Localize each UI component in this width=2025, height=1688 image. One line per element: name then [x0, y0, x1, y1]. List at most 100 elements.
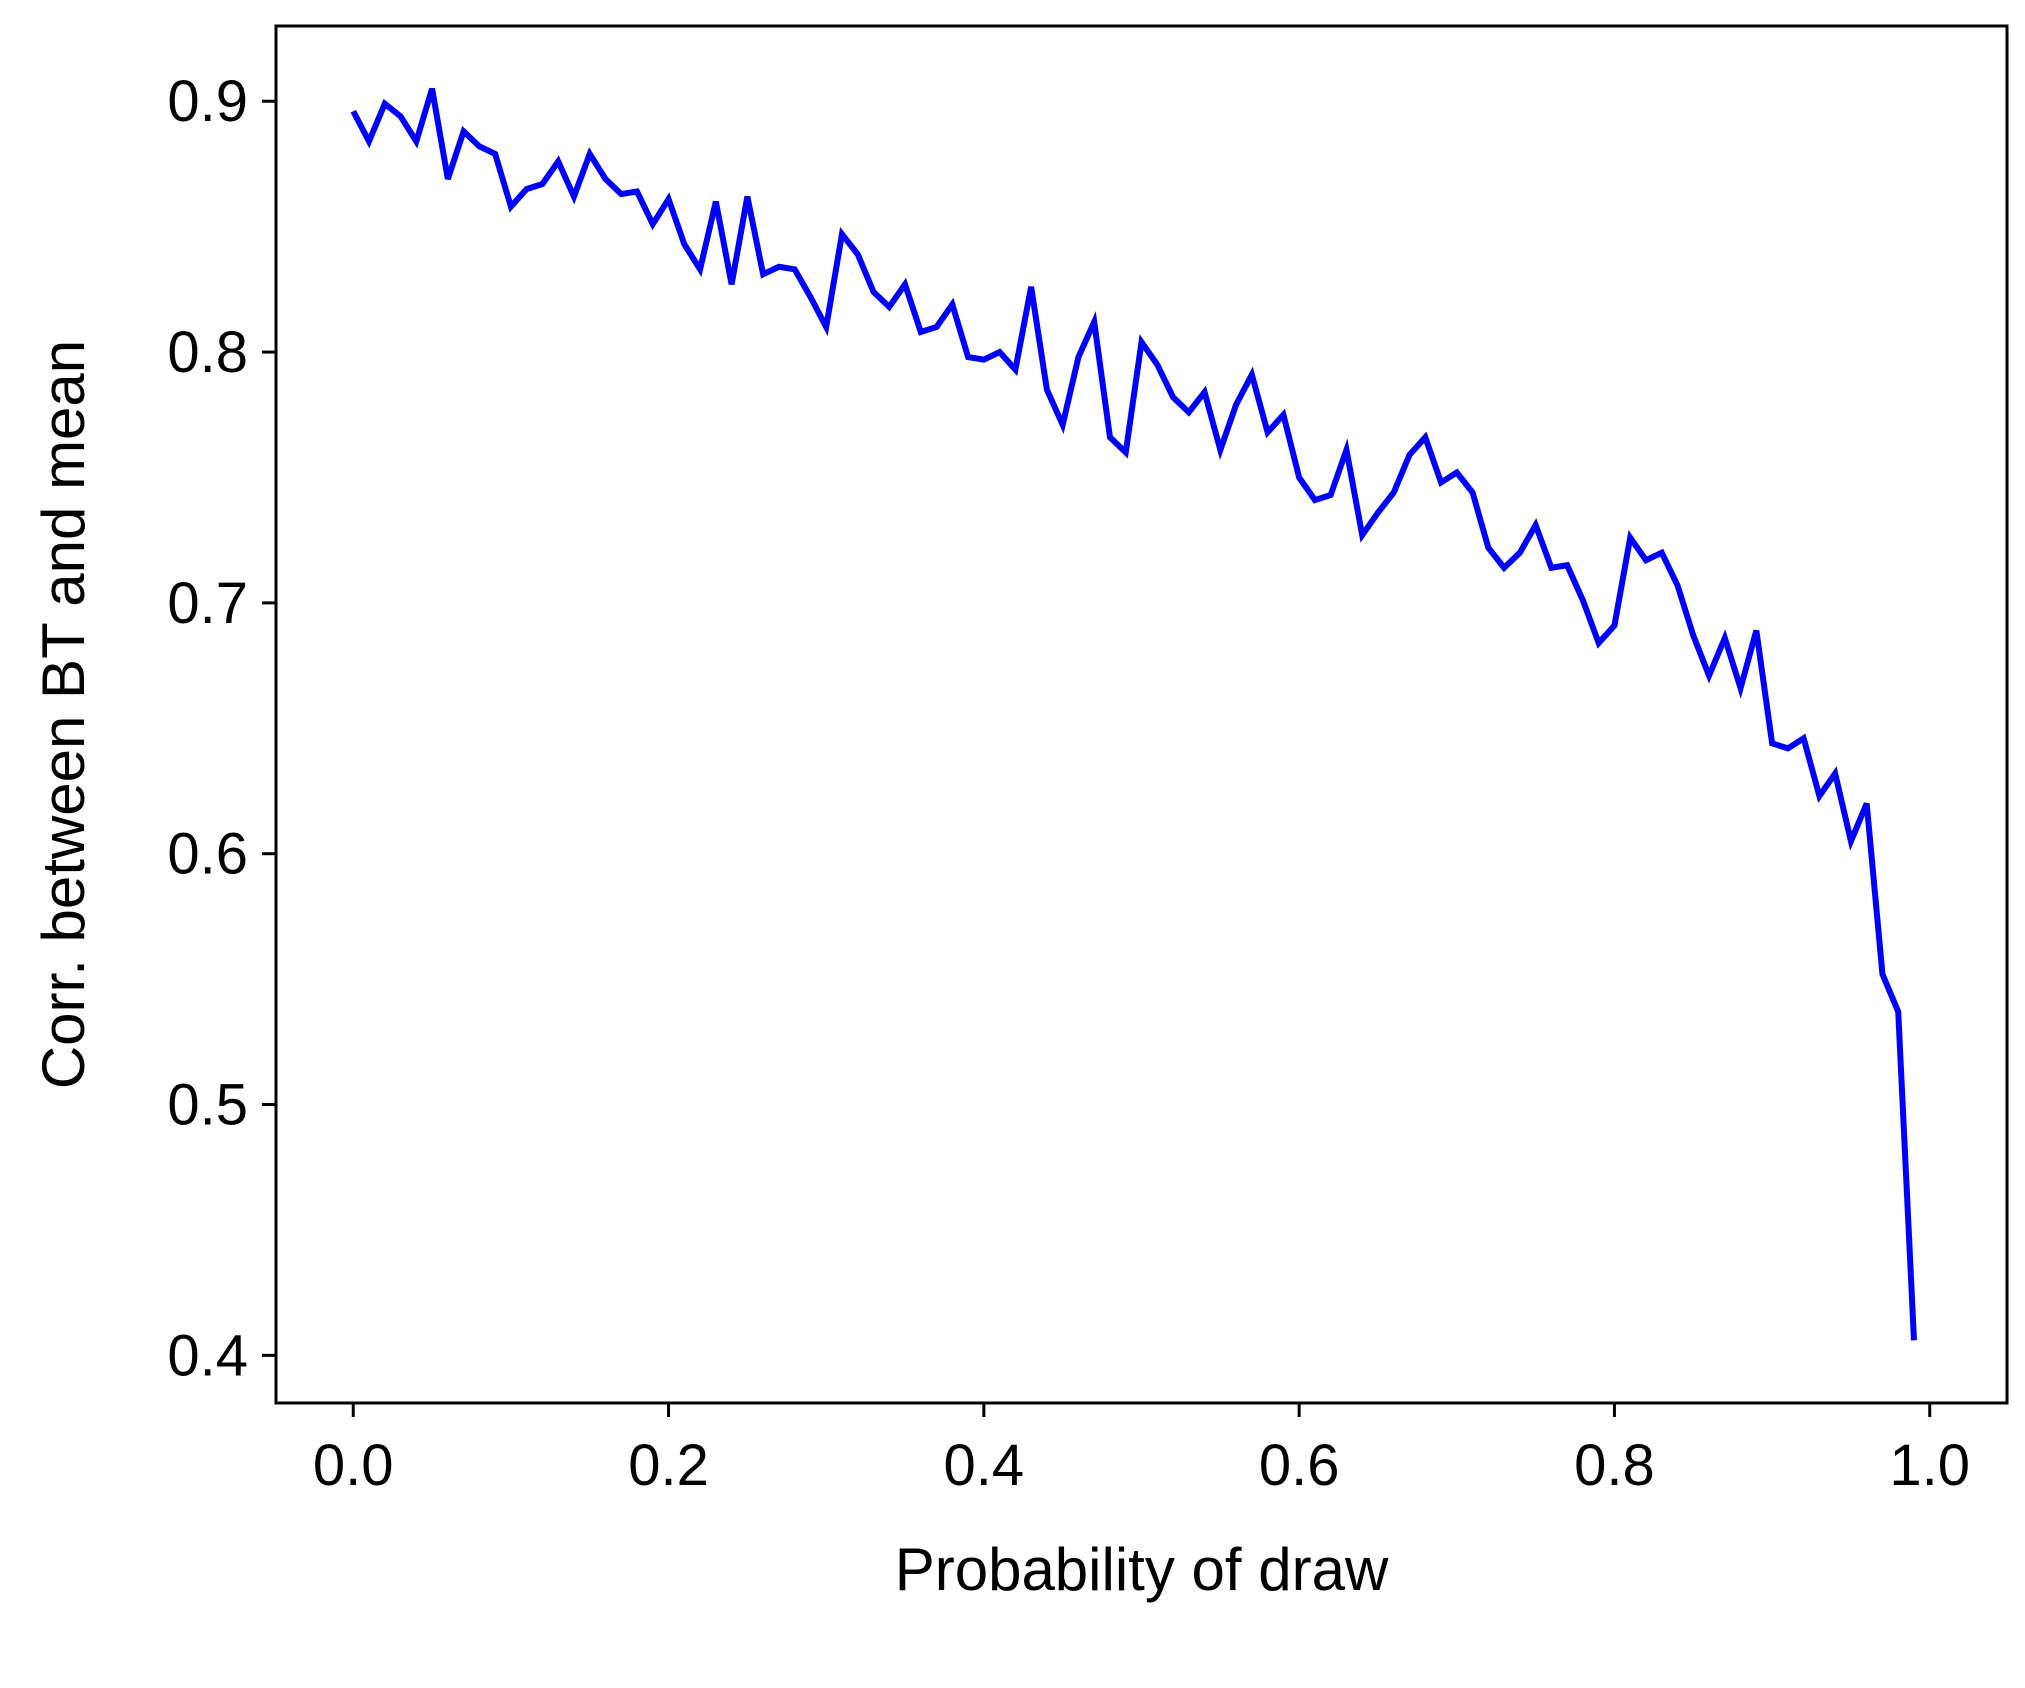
data-point	[399, 114, 403, 118]
data-point	[935, 325, 939, 329]
data-point	[1329, 493, 1333, 497]
data-point	[1344, 448, 1348, 452]
data-point	[1297, 475, 1301, 479]
data-point	[1739, 686, 1743, 690]
data-point	[572, 195, 576, 199]
data-point	[824, 325, 828, 329]
data-point	[1281, 413, 1285, 417]
data-point	[1565, 563, 1569, 567]
data-point	[1392, 491, 1396, 495]
data-point	[761, 272, 765, 276]
data-point	[603, 177, 607, 181]
y-tick-label: 0.4	[167, 1323, 248, 1388]
data-point	[1644, 558, 1648, 562]
data-point	[1171, 395, 1175, 399]
data-point	[1581, 598, 1585, 602]
data-point	[1723, 636, 1727, 640]
data-point	[1486, 546, 1490, 550]
data-point	[808, 295, 812, 299]
data-point	[635, 190, 639, 194]
data-point	[1518, 551, 1522, 555]
plot-frame	[274, 24, 2009, 1405]
data-point	[1471, 491, 1475, 495]
data-point	[1628, 536, 1632, 540]
data-point	[1786, 746, 1790, 750]
series-layer	[350, 87, 1917, 1342]
data-point	[793, 267, 797, 271]
y-tick-label: 0.7	[167, 571, 248, 636]
y-tick-label: 0.8	[167, 320, 248, 385]
data-point	[1817, 794, 1821, 798]
x-tick-label: 0.6	[1259, 1433, 1340, 1498]
data-point	[1360, 533, 1364, 537]
data-point	[1612, 623, 1616, 627]
data-point	[682, 242, 686, 246]
data-point	[493, 152, 497, 156]
data-point	[1880, 972, 1884, 976]
data-point	[556, 159, 560, 163]
data-point	[856, 252, 860, 256]
data-point	[1439, 480, 1443, 484]
series-line	[350, 87, 1917, 1341]
x-tick-label: 0.2	[628, 1433, 709, 1498]
data-point	[1660, 551, 1664, 555]
data-point	[1802, 736, 1806, 740]
data-point	[1092, 320, 1096, 324]
data-point	[1597, 641, 1601, 645]
data-point	[1833, 771, 1837, 775]
data-point	[1061, 423, 1065, 427]
data-point	[1455, 470, 1459, 474]
data-point	[745, 195, 749, 199]
data-point	[1155, 363, 1159, 367]
data-point	[1013, 368, 1017, 372]
data-point	[477, 144, 481, 148]
data-point	[1376, 511, 1380, 515]
data-point	[982, 358, 986, 362]
x-tick-label: 1.0	[1889, 1433, 1970, 1498]
data-point	[1912, 1338, 1916, 1342]
data-point	[588, 152, 592, 156]
data-point	[1549, 566, 1553, 570]
data-point	[414, 139, 418, 143]
data-point	[871, 290, 875, 294]
data-point	[1187, 410, 1191, 414]
data-point	[966, 355, 970, 359]
data-point	[367, 139, 371, 143]
data-point	[1076, 355, 1080, 359]
data-point	[1313, 498, 1317, 502]
data-point	[1534, 523, 1538, 527]
data-point	[540, 182, 544, 186]
data-point	[698, 267, 702, 271]
data-point	[1754, 628, 1758, 632]
data-point	[351, 109, 355, 113]
data-point	[1234, 403, 1238, 407]
data-point	[998, 350, 1002, 354]
data-point	[1124, 450, 1128, 454]
x-axis-label: Probability of draw	[895, 1536, 1389, 1603]
data-point	[887, 305, 891, 309]
data-point	[1707, 674, 1711, 678]
y-tick-label: 0.6	[167, 822, 248, 887]
data-point	[1266, 430, 1270, 434]
x-tick-label: 0.0	[313, 1433, 394, 1498]
x-tick-label: 0.4	[944, 1433, 1025, 1498]
data-point	[950, 302, 954, 306]
data-point	[1502, 566, 1506, 570]
y-tick-label: 0.9	[167, 69, 248, 134]
data-point	[383, 102, 387, 106]
data-point	[1045, 388, 1049, 392]
data-point	[1423, 435, 1427, 439]
data-point	[667, 197, 671, 201]
data-point	[1203, 390, 1207, 394]
data-point	[651, 222, 655, 226]
data-point	[840, 232, 844, 236]
data-point	[1896, 1010, 1900, 1014]
x-tick-label: 0.8	[1574, 1433, 1655, 1498]
data-point	[1849, 839, 1853, 843]
data-point	[1108, 435, 1112, 439]
data-point	[1218, 448, 1222, 452]
data-point	[462, 129, 466, 133]
